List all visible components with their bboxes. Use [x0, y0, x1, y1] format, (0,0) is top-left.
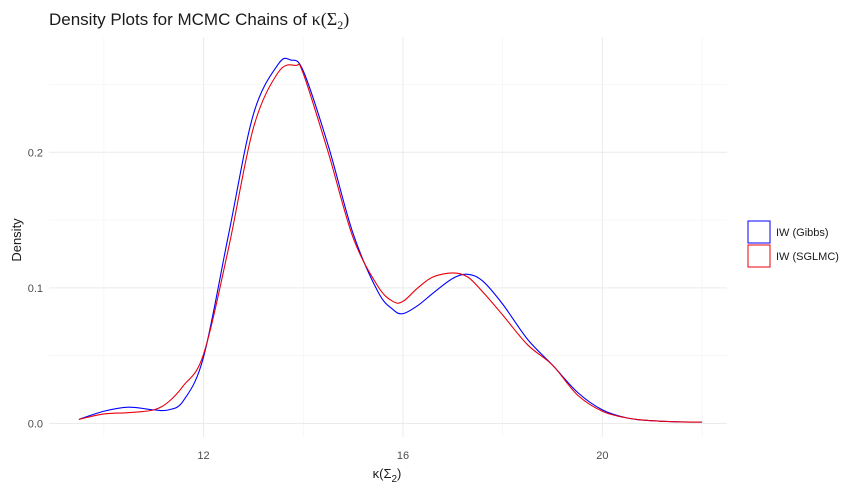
tick-labels: 12 16 20 0.0 0.1 0.2 — [28, 147, 609, 462]
series-line-gibbs — [78, 57, 703, 423]
series-lines — [78, 57, 703, 423]
legend: IW (Gibbs) IW (SGLMC) — [747, 220, 839, 268]
legend-key-gibbs — [747, 220, 771, 244]
series-line-sglmc — [78, 63, 703, 423]
y-axis-label: Density — [9, 218, 24, 262]
y-tick-label: 0.1 — [28, 283, 43, 295]
x-axis-label: κ(Σ2) — [373, 466, 402, 485]
y-tick-label: 0.2 — [28, 147, 43, 159]
legend-key-sglmc — [747, 244, 771, 268]
y-tick-label: 0.0 — [28, 418, 43, 430]
chart-title: Density Plots for MCMC Chains of κ(Σ2) — [49, 9, 349, 32]
grid — [49, 37, 727, 437]
x-tick-label: 20 — [596, 450, 608, 462]
x-tick-label: 16 — [397, 450, 409, 462]
x-tick-label: 12 — [197, 450, 209, 462]
legend-label-gibbs: IW (Gibbs) — [776, 227, 829, 239]
legend-label-sglmc: IW (SGLMC) — [776, 251, 839, 263]
